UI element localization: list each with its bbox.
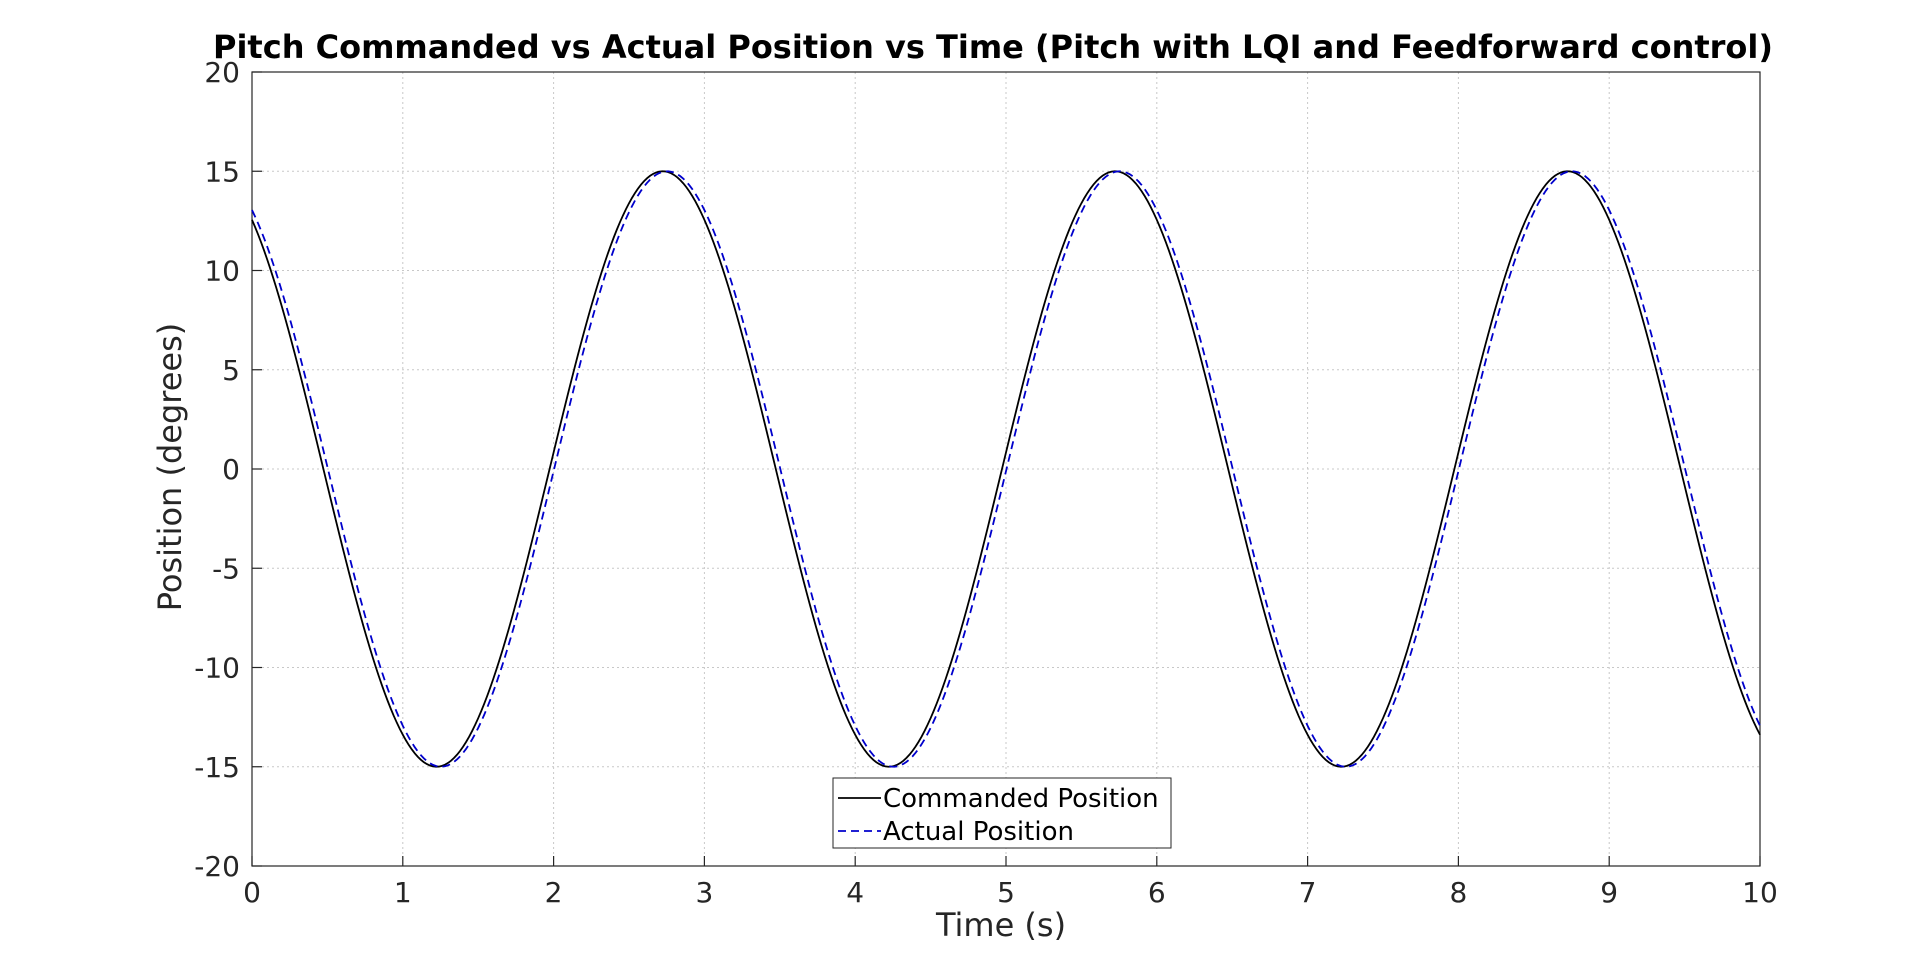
axis-ticks: 0 1 2 3 4 5 6 7 8 9 10 20 15 10 5 0 -5 -10 -15 -20 — [194, 56, 1778, 909]
x-tick-label: 10 — [1742, 876, 1778, 909]
series-lines — [251, 170, 1761, 768]
y-tick-label: -5 — [212, 552, 240, 585]
y-tick-label: 0 — [222, 453, 240, 486]
chart-title: Pitch Commanded vs Actual Position vs Ti… — [213, 28, 1773, 66]
series-line-1 — [251, 170, 1761, 768]
x-tick-label: 3 — [695, 876, 713, 909]
y-tick-label: 20 — [204, 56, 240, 89]
x-tick-label: 5 — [997, 876, 1015, 909]
y-tick-label: -10 — [194, 652, 240, 685]
x-tick-label: 8 — [1449, 876, 1467, 909]
y-tick-label: -20 — [194, 850, 240, 883]
x-tick-label: 1 — [394, 876, 412, 909]
x-tick-label: 7 — [1299, 876, 1317, 909]
legend-box — [832, 777, 1172, 849]
legend-label: Commanded Position — [883, 784, 1159, 814]
legend-label: Actual Position — [883, 817, 1074, 847]
y-tick-label: 5 — [222, 354, 240, 387]
y-tick-label: -15 — [194, 751, 240, 784]
x-tick-label: 0 — [243, 876, 261, 909]
x-tick-label: 9 — [1600, 876, 1618, 909]
y-axis-label: Position (degrees) — [151, 323, 189, 612]
x-tick-label: 2 — [545, 876, 563, 909]
y-tick-label: 15 — [204, 155, 240, 188]
series-line-0 — [251, 170, 1761, 768]
x-tick-label: 6 — [1148, 876, 1166, 909]
x-axis-label: Time (s) — [935, 906, 1066, 944]
y-tick-label: 10 — [204, 255, 240, 288]
x-tick-label: 4 — [846, 876, 864, 909]
